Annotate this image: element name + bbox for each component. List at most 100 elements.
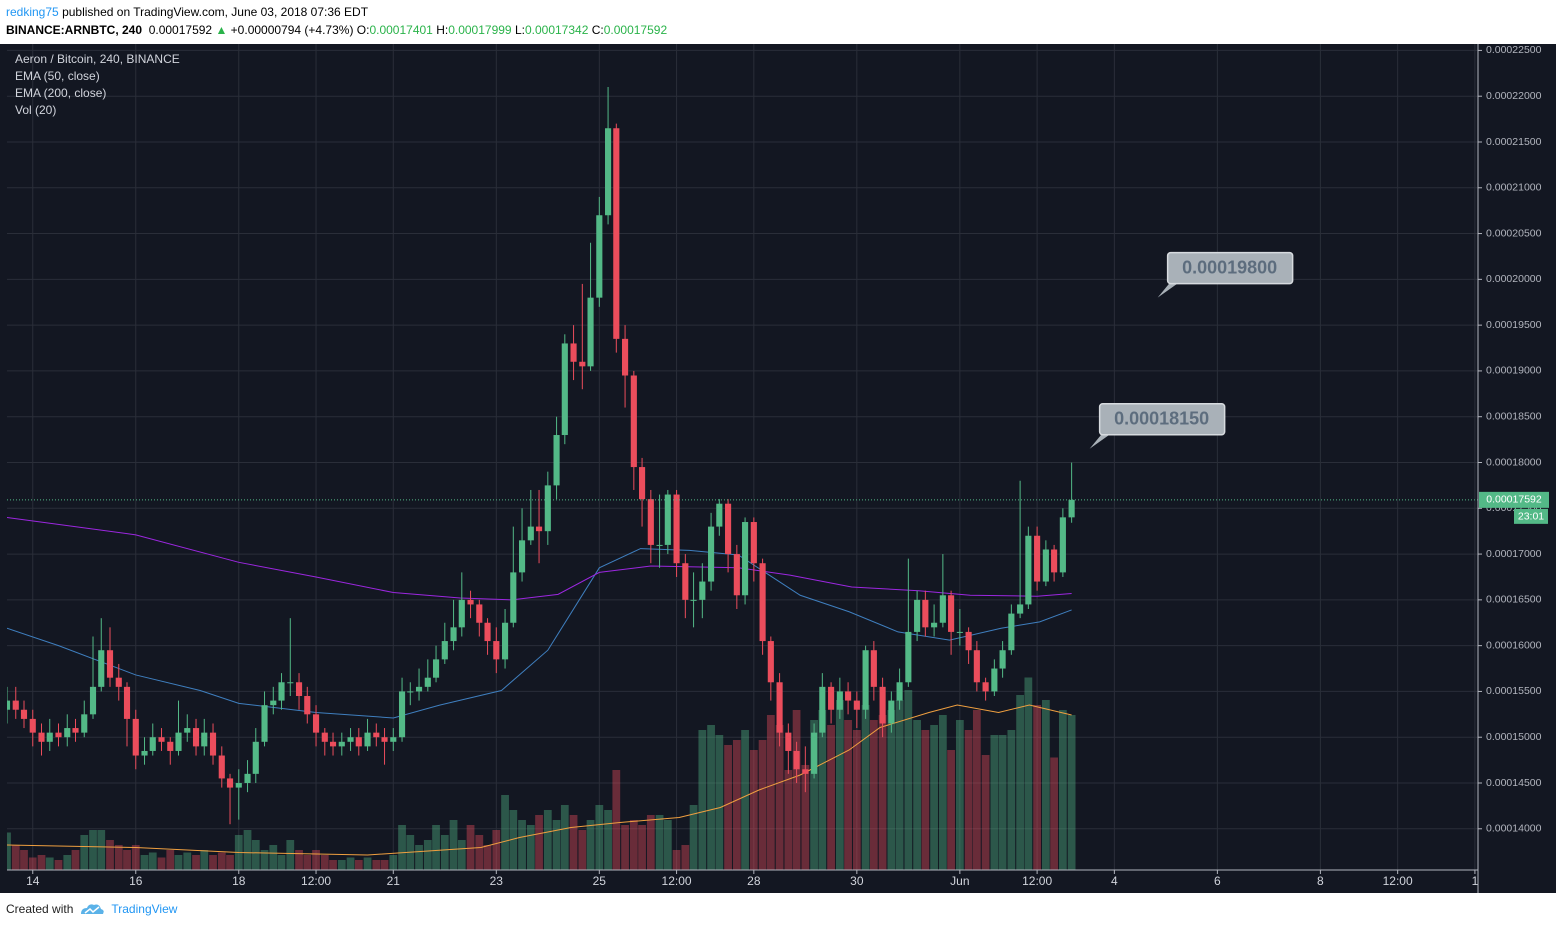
ohlc-value: 0.00017592 [603, 23, 668, 37]
volume-bar [758, 740, 767, 870]
volume-bar [71, 850, 80, 870]
y-tick-label: 0.00018500 [1486, 410, 1542, 422]
volume-bar [363, 857, 372, 870]
candle-body [1017, 604, 1024, 614]
volume-bar [681, 845, 690, 870]
candle-body [905, 631, 912, 683]
candle-body [278, 682, 285, 701]
volume-bar [947, 750, 955, 870]
volume-bar [131, 845, 140, 870]
candle-body [123, 686, 131, 719]
volume-bar [535, 815, 543, 870]
candle-body [725, 503, 732, 555]
candle-body [398, 691, 406, 738]
price: 0.00017592 [148, 23, 213, 37]
candle-body [742, 522, 749, 596]
chart-title: Aeron / Bitcoin, 240, BINANCE [15, 52, 180, 66]
x-tick-label: 23 [490, 874, 504, 888]
volume-bar [37, 855, 46, 870]
candle-body [192, 728, 200, 747]
volume-bar [792, 710, 801, 870]
volume-bar [844, 720, 852, 870]
legend-entry: EMA (50, close) [15, 69, 100, 83]
x-tick-label: 25 [593, 874, 607, 888]
volume-bar [449, 820, 458, 870]
x-tick-label: 30 [850, 874, 864, 888]
x-tick-label: 6 [1214, 874, 1221, 888]
volume-bar [303, 855, 312, 870]
candle-body [441, 641, 448, 660]
candle-body [29, 718, 36, 733]
x-tick-label: 1 [1472, 874, 1479, 888]
callout-box [1098, 403, 1226, 436]
volume-bar [990, 735, 999, 870]
candle-body [312, 714, 320, 733]
y-tick-label: 0.00020500 [1486, 227, 1542, 239]
x-tick-label: 14 [26, 874, 40, 888]
candle-body [973, 650, 980, 683]
volume-bar [1033, 705, 1041, 870]
volume-bar [569, 815, 578, 870]
callout-pointer [1157, 280, 1182, 298]
candle-body [630, 375, 637, 468]
volume-bar [217, 852, 226, 870]
x-tick-label: 12:00 [301, 874, 331, 888]
logo [81, 904, 105, 914]
candle-body [793, 750, 800, 770]
candle-body [914, 599, 921, 632]
volume-bar [887, 710, 896, 870]
ohlc-value: 0.00017342 [524, 23, 589, 37]
candle-body [287, 682, 294, 684]
volume-bar [380, 860, 389, 870]
volume-bar [475, 835, 484, 870]
volume-bar [972, 710, 981, 870]
volume-bar [509, 810, 518, 870]
legend-entry: Vol (20) [15, 103, 56, 117]
candle-body [1025, 535, 1032, 605]
callout-label: 0.00019800 [1182, 257, 1277, 277]
volume-bar [226, 855, 234, 870]
candle-body [819, 686, 826, 733]
candle-body [329, 741, 337, 747]
y-tick-label: 0.00019500 [1486, 319, 1542, 331]
x-tick-label: Jun [950, 874, 969, 888]
legend-entry: EMA (200, close) [15, 86, 106, 100]
candle-body [226, 778, 234, 788]
candle-body [879, 686, 886, 724]
brand[interactable]: TradingView [111, 902, 178, 916]
volume-bar [423, 840, 432, 870]
volume-bar [672, 850, 681, 870]
candle-body [81, 714, 88, 733]
candle-body [1059, 517, 1066, 573]
symbol: BINANCE:ARNBTC, 240 [6, 23, 143, 37]
y-tick-label: 0.00018000 [1486, 456, 1542, 468]
candle-body [252, 741, 259, 774]
volume-bar [612, 770, 621, 870]
candle-body [218, 755, 225, 779]
candle-body [158, 737, 165, 742]
candle-body [7, 700, 11, 710]
candle-body [682, 563, 689, 600]
volume-bar [604, 810, 612, 870]
volume-bar [913, 720, 921, 870]
candle-body [510, 572, 517, 623]
volume-bar [810, 720, 818, 870]
volume-bar [11, 845, 20, 870]
candle-body [415, 686, 423, 692]
candle-body [321, 732, 328, 742]
candle-body [261, 705, 268, 742]
volume-bar [878, 715, 887, 870]
volume-bar [20, 850, 28, 870]
author[interactable]: redking75 [6, 5, 59, 19]
indicator-line [7, 704, 1072, 856]
volume-bar [45, 857, 54, 870]
candle-body [132, 718, 139, 756]
volume-bar [174, 855, 183, 870]
candle-body [690, 599, 697, 601]
volume-bar [354, 860, 363, 870]
volume-bar [518, 820, 526, 870]
change: +0.00000794 (+4.73%) [230, 23, 354, 37]
volume-bar [629, 820, 638, 870]
candle-body [733, 554, 740, 596]
